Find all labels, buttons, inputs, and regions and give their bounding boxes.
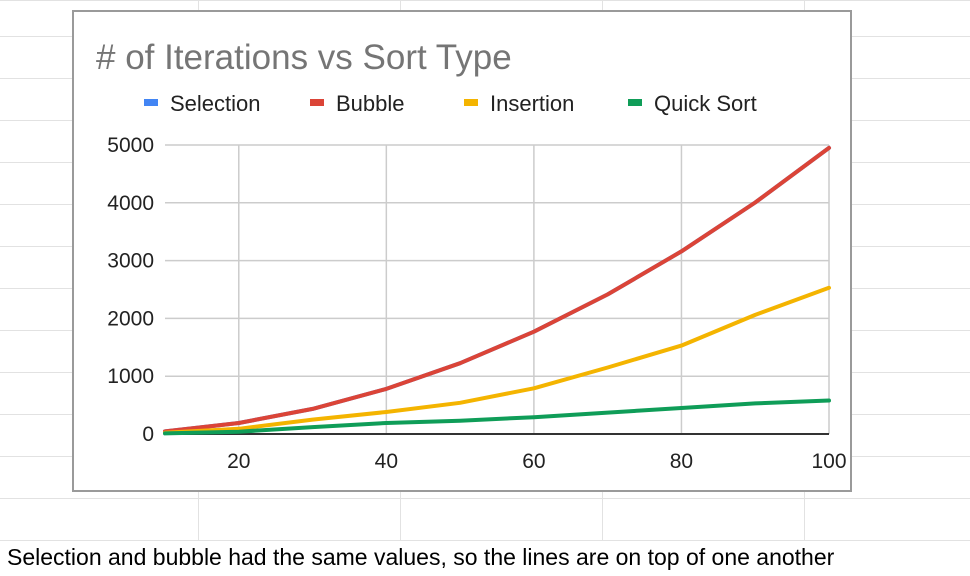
legend-item-bubble[interactable]: Bubble [310, 91, 405, 116]
legend-item-selection[interactable]: Selection [144, 91, 261, 116]
y-tick-label: 0 [142, 423, 154, 446]
chart-legend: Selection Bubble Insertion Quick Sort [144, 91, 757, 116]
x-tick-label: 40 [375, 450, 398, 473]
x-tick-label: 60 [522, 450, 545, 473]
chart-series [163, 145, 831, 436]
legend-swatch [144, 99, 158, 106]
y-tick-label: 5000 [107, 134, 154, 157]
x-tick-label: 100 [811, 450, 846, 473]
y-tick-label: 3000 [107, 250, 154, 273]
y-tick-label: 4000 [107, 192, 154, 215]
x-axis-ticks: 20 40 60 80 100 [227, 450, 846, 473]
chart-title: # of Iterations vs Sort Type [96, 38, 512, 77]
legend-label: Selection [170, 91, 261, 116]
legend-swatch [628, 99, 642, 106]
y-tick-label: 2000 [107, 307, 154, 330]
legend-label: Insertion [490, 91, 574, 116]
chart-caption: Selection and bubble had the same values… [7, 544, 835, 570]
legend-swatch [464, 99, 478, 106]
series-line-quick-sort [163, 398, 831, 436]
x-tick-label: 20 [227, 450, 250, 473]
chart-gridlines [165, 144, 830, 435]
legend-item-insertion[interactable]: Insertion [464, 91, 574, 116]
chart-container[interactable]: # of Iterations vs Sort Type Selection Bu… [72, 10, 852, 492]
series-line-selection [163, 145, 831, 434]
legend-label: Bubble [336, 91, 405, 116]
legend-label: Quick Sort [654, 91, 757, 116]
y-tick-label: 1000 [107, 365, 154, 388]
legend-swatch [310, 99, 324, 106]
x-tick-label: 80 [670, 450, 693, 473]
y-axis-ticks: 0 1000 2000 3000 4000 5000 [107, 134, 154, 446]
series-line-insertion [163, 285, 831, 435]
line-chart: # of Iterations vs Sort Type Selection Bu… [96, 38, 847, 473]
legend-item-quick-sort[interactable]: Quick Sort [628, 91, 757, 116]
series-line-bubble [163, 145, 831, 434]
